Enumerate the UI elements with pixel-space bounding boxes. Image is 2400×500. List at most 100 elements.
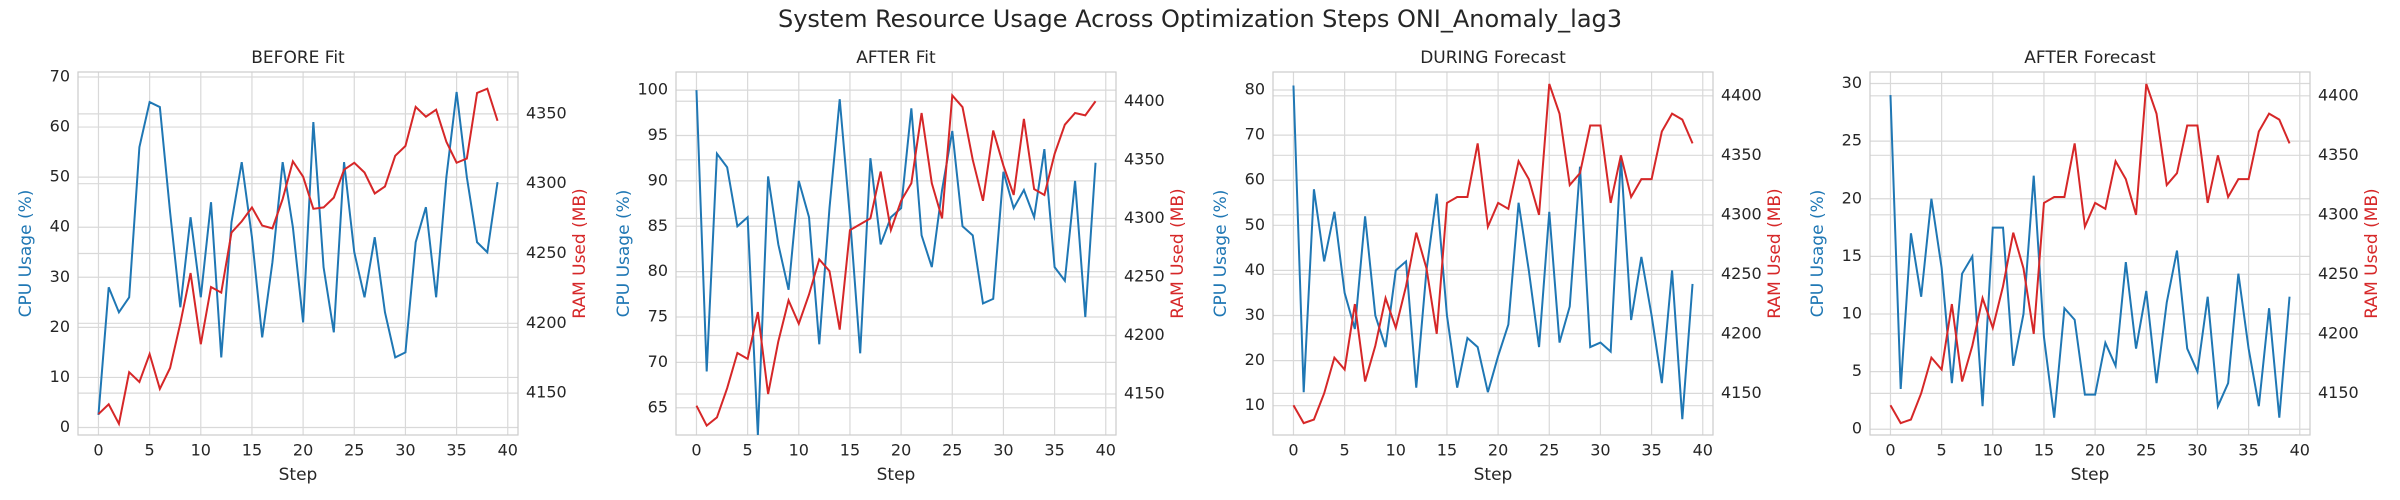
y2-tick-label: 4300 [1124, 208, 1165, 227]
x-tick-label: 25 [344, 441, 364, 460]
y-tick-label: 50 [50, 167, 70, 186]
x-tick-label: 40 [1096, 441, 1116, 460]
axes-frame [77, 71, 519, 436]
x-tick-label: 5 [1340, 441, 1350, 460]
x-tick-label: 25 [1539, 441, 1559, 460]
y-tick-label: 100 [637, 80, 668, 99]
x-tick-label: 0 [691, 441, 701, 460]
y2-axis-label: RAM Used (MB) [1168, 188, 1188, 318]
x-tick-label: 15 [242, 441, 262, 460]
y2-tick-label: 4400 [1721, 85, 1762, 104]
y-axis-label: CPU Usage (%) [614, 190, 634, 318]
y2-tick-label: 4250 [2318, 264, 2359, 283]
x-tick-label: 10 [1386, 441, 1406, 460]
x-tick-label: 0 [1288, 441, 1298, 460]
data-line [1292, 85, 1694, 420]
y2-tick-label: 4250 [1721, 264, 1762, 283]
y-tick-label: 95 [648, 125, 668, 144]
axes-frame [675, 71, 1117, 436]
subplot: 0 5 10 15 20 25 30 35 40 10 20 30 40 50 60 70 80 4150 4200… [1211, 48, 1785, 485]
x-tick-label: 40 [2290, 441, 2310, 460]
y-tick-label: 85 [648, 216, 668, 235]
y-tick-label: 50 [1245, 215, 1265, 234]
y2-tick-label: 4300 [526, 173, 567, 192]
y-tick-label: 70 [1245, 125, 1265, 144]
x-tick-label: 40 [1693, 441, 1713, 460]
axes-frame [1272, 71, 1714, 436]
figure-title: System Resource Usage Across Optimizatio… [778, 5, 1622, 33]
y-tick-label: 25 [1842, 131, 1862, 150]
y2-tick-label: 4200 [2318, 323, 2359, 342]
x-tick-label: 30 [395, 441, 415, 460]
x-tick-label: 10 [1983, 441, 2003, 460]
y2-tick-label: 4350 [1721, 145, 1762, 164]
subplot-title: DURING Forecast [1420, 48, 1566, 68]
x-tick-label: 25 [2136, 441, 2156, 460]
y-tick-label: 0 [60, 417, 70, 436]
y-tick-label: 60 [50, 117, 70, 136]
x-tick-label: 5 [743, 441, 753, 460]
y-tick-label: 10 [1842, 304, 1862, 323]
y2-axis-label: RAM Used (MB) [570, 188, 590, 318]
y2-tick-label: 4200 [1721, 323, 1762, 342]
y2-tick-label: 4350 [2318, 145, 2359, 164]
x-tick-label: 35 [446, 441, 466, 460]
x-tick-label: 10 [191, 441, 211, 460]
y-tick-label: 40 [1245, 260, 1265, 279]
y-tick-label: 10 [1245, 395, 1265, 414]
subplot-title: BEFORE Fit [251, 48, 345, 68]
y2-tick-label: 4200 [1124, 325, 1165, 344]
y2-tick-label: 4150 [1124, 384, 1165, 403]
y2-tick-label: 4300 [2318, 204, 2359, 223]
x-axis-label: Step [2071, 465, 2110, 485]
x-tick-label: 20 [1488, 441, 1508, 460]
y-axis-label: CPU Usage (%) [1211, 190, 1231, 318]
y2-tick-label: 4350 [526, 103, 567, 122]
x-tick-label: 0 [1885, 441, 1895, 460]
x-tick-label: 0 [93, 441, 103, 460]
x-tick-label: 15 [840, 441, 860, 460]
y-tick-label: 90 [648, 170, 668, 189]
y-tick-label: 30 [1842, 73, 1862, 92]
y-tick-label: 70 [648, 352, 668, 371]
y-tick-label: 5 [1852, 361, 1862, 380]
x-tick-label: 30 [2187, 441, 2207, 460]
x-tick-label: 15 [2034, 441, 2054, 460]
subplot: 0 5 10 15 20 25 30 35 40 0 10 20 30 40 50 60 70 4150 4200 4… [16, 48, 590, 485]
y-tick-label: 80 [1245, 80, 1265, 99]
axes-frame [1869, 71, 2311, 436]
data-line [695, 90, 1097, 436]
x-tick-label: 40 [498, 441, 518, 460]
y2-tick-label: 4150 [526, 383, 567, 402]
x-tick-label: 20 [293, 441, 313, 460]
data-line [695, 92, 1097, 428]
y2-tick-label: 4400 [2318, 85, 2359, 104]
x-tick-label: 20 [2085, 441, 2105, 460]
data-line [97, 91, 499, 416]
y-tick-label: 80 [648, 261, 668, 280]
y-tick-label: 10 [50, 367, 70, 386]
subplot-title: AFTER Forecast [2024, 48, 2156, 68]
data-line [97, 87, 499, 427]
y2-tick-label: 4350 [1124, 149, 1165, 168]
y2-axis-label: RAM Used (MB) [2362, 188, 2382, 318]
subplot: 0 5 10 15 20 25 30 35 40 0 5 10 15 20 25 30 4150 4200 4250… [1808, 48, 2382, 485]
x-tick-label: 25 [942, 441, 962, 460]
y2-tick-label: 4150 [2318, 383, 2359, 402]
x-tick-label: 20 [891, 441, 911, 460]
data-line [1889, 95, 2291, 418]
y-axis-label: CPU Usage (%) [16, 190, 36, 318]
x-tick-label: 30 [1590, 441, 1610, 460]
x-tick-label: 5 [1937, 441, 1947, 460]
y-tick-label: 65 [648, 397, 668, 416]
y-tick-label: 70 [50, 67, 70, 86]
data-line [1292, 83, 1694, 425]
y-tick-label: 60 [1245, 170, 1265, 189]
y2-tick-label: 4200 [526, 313, 567, 332]
data-line [1889, 83, 2291, 425]
x-tick-label: 30 [993, 441, 1013, 460]
y2-tick-label: 4150 [1721, 383, 1762, 402]
subplot: 0 5 10 15 20 25 30 35 40 65 70 75 80 85 90 95 100 4150 420… [614, 48, 1188, 485]
y-tick-label: 75 [648, 307, 668, 326]
x-axis-label: Step [877, 465, 916, 485]
